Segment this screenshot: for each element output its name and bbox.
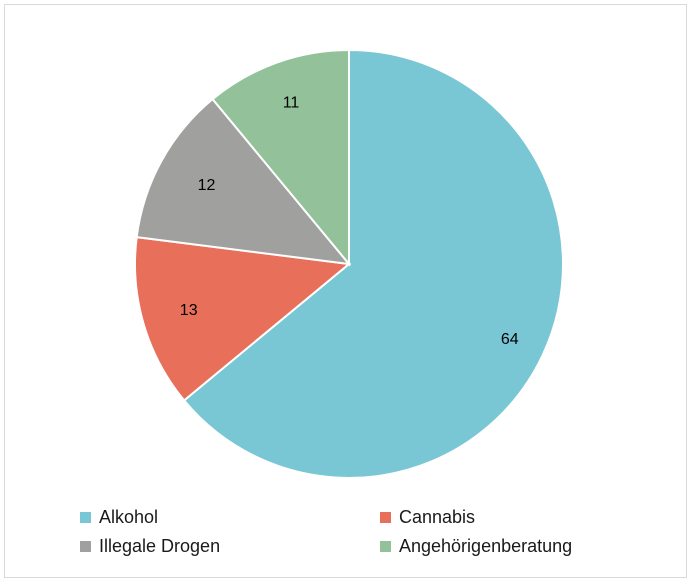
legend-swatch-angehoerigenberatung	[380, 540, 391, 552]
legend-swatch-illegale-drogen	[80, 540, 91, 552]
pie-labels: 64 13 12 11	[180, 94, 519, 348]
legend: Alkohol Cannabis Illegale Drogen Angehör…	[80, 505, 640, 558]
legend-label-angehoerigenberatung: Angehörigenberatung	[399, 535, 573, 556]
data-label-cannabis: 13	[180, 302, 198, 319]
legend-label-illegale-drogen: Illegale Drogen	[99, 535, 221, 556]
legend-label-alkohol: Alkohol	[99, 506, 159, 527]
pie-slices	[134, 48, 564, 479]
legend-item-illegale-drogen: Illegale Drogen	[80, 534, 380, 558]
data-label-angeh-rigenberatung: 11	[283, 94, 300, 111]
legend-item-cannabis: Cannabis	[380, 505, 640, 529]
legend-label-cannabis: Cannabis	[399, 506, 476, 527]
legend-swatch-cannabis	[380, 511, 391, 523]
pie-slice-cannabis	[134, 236, 352, 402]
pie-slice-alkohol	[182, 48, 564, 479]
pie-slice-illegale-drogen	[135, 97, 352, 266]
legend-swatch-alkohol	[80, 511, 91, 523]
legend-item-alkohol: Alkohol	[80, 505, 380, 529]
pie-slice-angeh-rigenberatung	[211, 48, 350, 267]
data-label-alkohol: 64	[501, 331, 519, 348]
legend-item-angehoerigenberatung: Angehörigenberatung	[380, 534, 640, 558]
data-label-illegale-drogen: 12	[198, 177, 216, 194]
